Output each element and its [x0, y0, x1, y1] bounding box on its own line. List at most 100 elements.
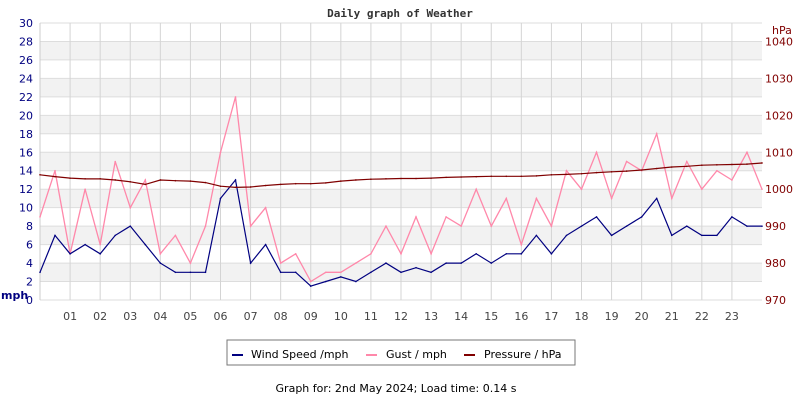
gust-point — [174, 234, 177, 237]
pressure-point — [520, 175, 523, 178]
gust-point — [99, 243, 101, 246]
left-tick-label: 24 — [19, 72, 33, 85]
right-tick-label: 1010 — [765, 146, 793, 159]
pressure-point — [144, 183, 147, 186]
pressure-point — [69, 177, 71, 179]
pressure-point — [595, 171, 598, 174]
gust-point — [370, 253, 372, 255]
pressure-point — [716, 164, 718, 166]
wind-speed-point — [69, 253, 71, 255]
pressure-point — [460, 176, 462, 178]
pressure-point — [761, 162, 763, 164]
series-lines — [39, 96, 763, 287]
wind-speed-point — [309, 285, 312, 287]
pressure-point — [159, 179, 162, 181]
wind-speed-point — [505, 253, 508, 255]
wind-speed-point — [234, 179, 237, 181]
pressure-point — [565, 173, 568, 176]
pressure-point — [490, 175, 493, 178]
pressure-point — [580, 172, 583, 175]
gust-point — [204, 225, 207, 227]
left-tick-label: 14 — [19, 165, 33, 178]
wind-speed-point — [99, 253, 101, 255]
left-tick-label: 28 — [19, 35, 33, 48]
pressure-point — [655, 167, 658, 170]
pressure-point — [370, 178, 372, 181]
pressure-point — [174, 179, 177, 182]
right-axis-ticks: 970 980 990 1000 1010 1020 1030 1040 — [765, 35, 793, 307]
gust-point — [114, 160, 117, 163]
right-tick-label: 990 — [765, 220, 786, 233]
x-tick-label: 12 — [394, 310, 408, 323]
x-tick-label: 23 — [725, 310, 739, 323]
wind-speed-point — [731, 216, 733, 218]
x-tick-label: 17 — [544, 310, 558, 323]
x-tick-label: 21 — [665, 310, 679, 323]
gust-point — [264, 206, 267, 209]
wind-speed-point — [490, 262, 493, 264]
pressure-point — [746, 163, 748, 165]
gust-point — [340, 271, 342, 274]
wind-speed-point — [114, 234, 117, 237]
x-axis-ticks: 01 02 03 04 05 06 07 08 09 10 11 12 13 14 15 16 17 18 19 20… — [63, 310, 739, 323]
gust-point — [39, 216, 41, 218]
left-tick-label: 16 — [19, 146, 33, 159]
x-tick-label: 01 — [63, 310, 77, 323]
wind-speed-point — [520, 253, 523, 255]
gust-point — [731, 179, 733, 181]
gust-point — [625, 160, 628, 163]
pressure-point — [400, 177, 402, 180]
wind-speed-point — [204, 271, 207, 274]
pressure-point — [264, 184, 267, 187]
wind-speed-point — [415, 266, 417, 269]
pressure-point — [385, 178, 387, 180]
right-tick-label: 1040 — [765, 35, 793, 48]
wind-speed-point — [264, 243, 267, 246]
x-tick-label: 09 — [304, 310, 318, 323]
wind-speed-point — [445, 262, 447, 264]
x-tick-label: 18 — [575, 310, 589, 323]
pressure-point — [309, 182, 312, 185]
gust-point — [400, 253, 402, 255]
pressure-point — [99, 178, 101, 180]
pressure-point — [430, 177, 432, 179]
left-tick-label: 10 — [19, 202, 33, 215]
right-tick-label: 1030 — [765, 72, 793, 85]
x-tick-label: 05 — [183, 310, 197, 323]
pressure-point — [475, 175, 478, 178]
wind-speed-point — [400, 271, 402, 274]
gust-point — [249, 225, 252, 227]
gust-point — [355, 262, 357, 264]
pressure-point — [84, 178, 86, 180]
wind-speed-point — [535, 234, 538, 237]
pressure-point — [505, 175, 508, 178]
pressure-point — [219, 185, 222, 188]
x-tick-label: 20 — [635, 310, 649, 323]
pressure-point — [114, 179, 117, 181]
wind-speed-point — [144, 243, 147, 246]
gust-point — [385, 225, 387, 227]
wind-speed-point — [279, 271, 282, 274]
x-tick-label: 03 — [123, 310, 137, 323]
gust-point — [129, 206, 132, 209]
gust-point — [189, 262, 192, 264]
pressure-point — [39, 173, 41, 176]
left-tick-label: 18 — [19, 128, 33, 141]
left-tick-label: 6 — [26, 239, 33, 252]
wind-speed-point — [385, 262, 387, 264]
legend-label-wind: Wind Speed /mph — [251, 348, 349, 361]
gust-point — [309, 280, 312, 283]
x-tick-label: 16 — [514, 310, 528, 323]
gust-point — [415, 216, 417, 218]
wind-speed-point — [355, 280, 357, 283]
gust-point — [670, 197, 673, 200]
x-tick-label: 06 — [214, 310, 228, 323]
x-tick-label: 22 — [695, 310, 709, 323]
wind-speed-point — [610, 234, 613, 237]
pressure-point — [249, 186, 252, 188]
pressure-point — [340, 180, 342, 182]
gust-point — [565, 169, 568, 172]
pressure-point — [670, 166, 673, 168]
